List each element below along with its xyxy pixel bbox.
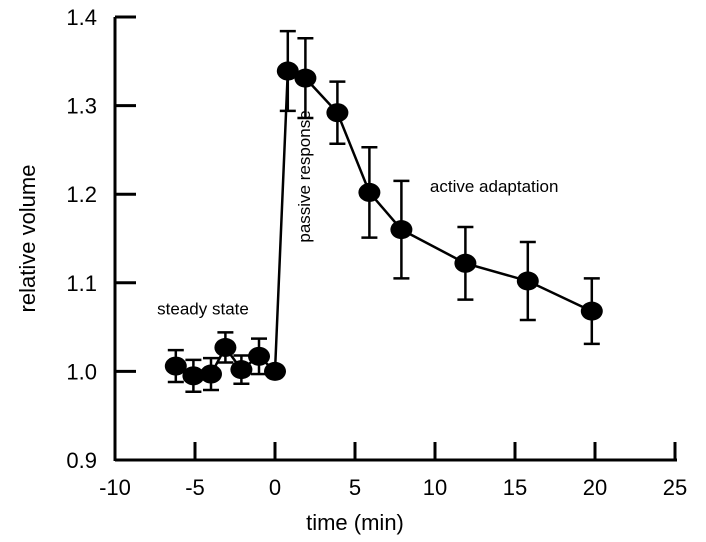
- x-axis-title: time (min): [306, 510, 404, 535]
- x-tick-label: 20: [583, 475, 607, 500]
- data-point: [230, 360, 253, 380]
- y-tick-label: 1.0: [66, 359, 97, 384]
- data-point: [248, 346, 270, 366]
- annotation-label: active adaptation: [430, 177, 559, 196]
- x-tick-label: 0: [269, 475, 281, 500]
- annotations: steady state passive response active adapt…: [157, 110, 558, 318]
- ticks: -10 -5 0 5 10 15 20 25 0.9 1.0 1.1 1.2 1.3 1.4: [66, 5, 687, 500]
- x-tick-label: 15: [503, 475, 527, 500]
- y-tick-label: 1.1: [66, 271, 97, 296]
- data-point: [580, 301, 603, 321]
- annotation-label: steady state: [157, 299, 249, 318]
- data-point: [276, 61, 299, 81]
- data-point: [214, 337, 237, 357]
- x-tick-label: 5: [349, 475, 361, 500]
- data-point: [264, 361, 286, 381]
- data-point: [516, 271, 539, 291]
- data-point: [454, 253, 477, 273]
- y-tick-label: 1.4: [66, 5, 97, 30]
- series-layer: [164, 29, 603, 394]
- y-tick-label: 1.3: [66, 94, 97, 119]
- x-tick-label: -10: [99, 475, 131, 500]
- data-point: [164, 356, 187, 376]
- y-tick-label: 1.2: [66, 182, 97, 207]
- axes: [113, 17, 677, 462]
- data-point: [200, 364, 222, 384]
- x-tick-label: -5: [185, 475, 205, 500]
- y-axis-title: relative volume: [15, 165, 40, 313]
- data-point: [390, 220, 413, 240]
- data-point: [294, 68, 317, 88]
- data-point: [358, 182, 381, 202]
- annotation-label: passive response: [295, 110, 314, 242]
- data-point: [182, 366, 205, 386]
- x-tick-label: 10: [423, 475, 447, 500]
- x-tick-label: 25: [663, 475, 687, 500]
- y-tick-label: 0.9: [66, 448, 97, 473]
- series-line: [175, 69, 593, 378]
- data-point: [326, 103, 349, 123]
